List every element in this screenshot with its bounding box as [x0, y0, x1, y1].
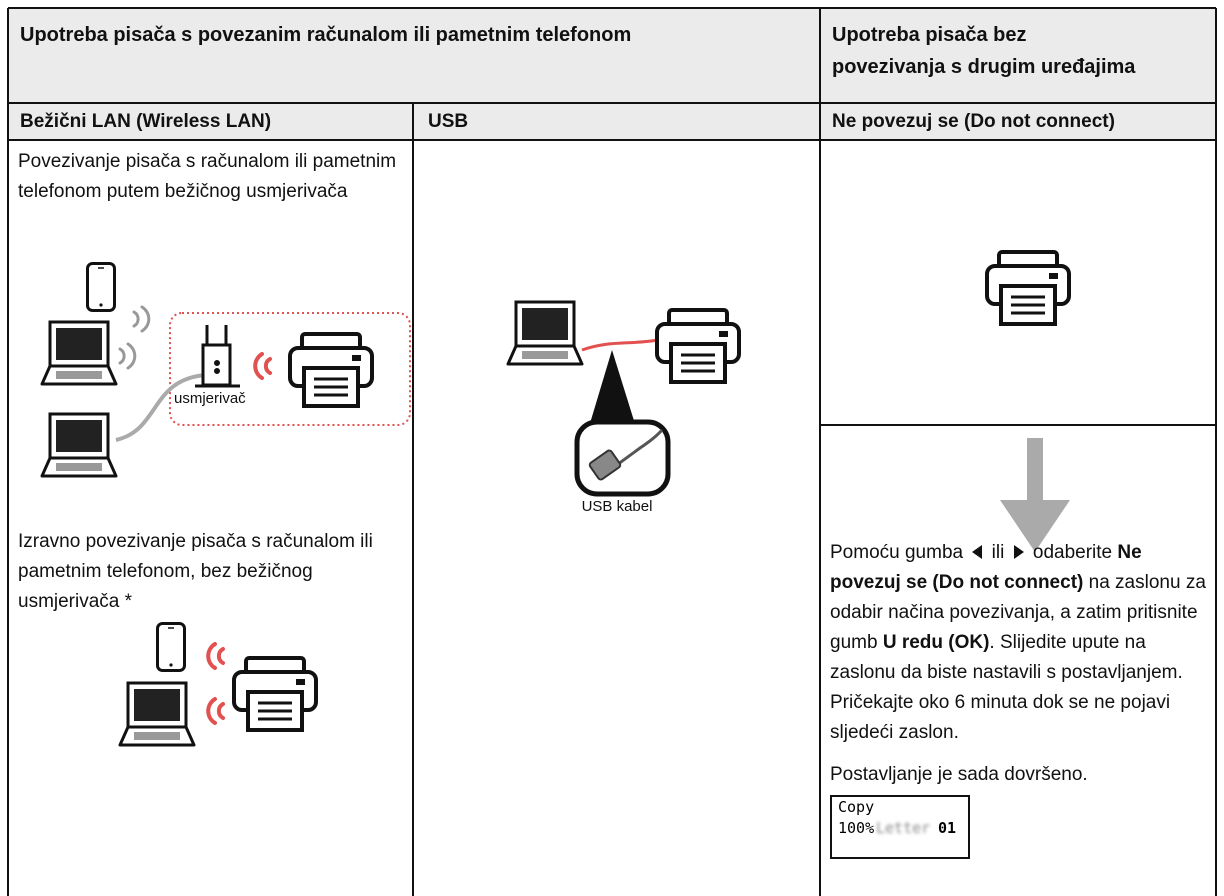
- usb-plug: [588, 449, 622, 481]
- text: . Slijedite upute na zaslonu da biste na…: [830, 632, 1183, 743]
- wifi-signal: [132, 305, 151, 333]
- text: na zaslonu za odabir načina povezivanja,…: [830, 572, 1206, 653]
- label: USB kabel: [581, 498, 653, 515]
- instructions: Pomoću gumba ili odaberite Ne povezuj se…: [830, 538, 1216, 748]
- text: ili: [991, 542, 1005, 563]
- laptop: [40, 320, 118, 386]
- subheading: Ne povezuj se (Do not connect): [832, 111, 1115, 132]
- table-grid: [7, 7, 1217, 896]
- table-lines: [7, 7, 1217, 896]
- router: [195, 325, 240, 388]
- subheading: Bežični LAN (Wireless LAN): [20, 111, 272, 132]
- text: Pomoću gumba: [830, 542, 964, 563]
- connector-zoom: [574, 419, 671, 497]
- heading: Upotreba pisača s povezanim računalom il…: [20, 24, 632, 46]
- label: usmjerivač: [174, 390, 246, 407]
- laptop: [40, 412, 118, 478]
- bold-text: U redu (OK): [882, 632, 990, 653]
- lcd-text: 100%: [838, 819, 874, 837]
- down-arrow: [1000, 438, 1070, 552]
- printer: [985, 250, 1071, 326]
- wifi-signal: [253, 352, 272, 380]
- header-bg: [8, 8, 1216, 140]
- text: Povezivanje pisača s računalom ili pamet…: [18, 151, 397, 202]
- usb-cable: [581, 338, 659, 352]
- heading-line: Upotreba pisača bez: [832, 24, 1027, 46]
- wireless-router-illustration: [40, 262, 411, 478]
- printer: [655, 308, 741, 384]
- cable: [115, 373, 206, 442]
- text: Izravno povezivanje pisača s računalom i…: [18, 531, 373, 612]
- direct-illustration: [118, 622, 318, 747]
- wifi-signal: [206, 642, 225, 670]
- laptop: [506, 300, 584, 366]
- text: Postavljanje je sada dovršeno.: [830, 764, 1088, 785]
- heading: Upotreba pisača bez povezivanja s drugim …: [832, 19, 1135, 83]
- heading-line: povezivanja s drugim uređajima: [832, 56, 1136, 78]
- usb-illustration: [506, 300, 741, 497]
- right-button-icon: [1013, 545, 1024, 559]
- subheading: USB: [428, 111, 469, 132]
- wifi-signal: [118, 342, 137, 370]
- printer: [232, 656, 318, 732]
- text: odaberite: [1032, 542, 1113, 563]
- printer: [288, 332, 374, 408]
- wifi-signal: [206, 697, 225, 725]
- bold-text: Ne povezuj se (Do not connect): [830, 542, 1142, 593]
- lcd-text: Letter: [876, 819, 930, 837]
- phone: [156, 622, 186, 672]
- left-button-icon: [972, 545, 983, 559]
- phone: [86, 262, 116, 312]
- lcd-text: 01: [938, 819, 956, 837]
- lcd-text: Copy: [838, 798, 874, 816]
- laptop: [118, 681, 196, 747]
- lcd-screen: Copy 100% Letter 01: [830, 795, 970, 859]
- callout: [585, 350, 640, 440]
- router-group: [169, 312, 411, 426]
- usb-plug-cable: [609, 428, 664, 472]
